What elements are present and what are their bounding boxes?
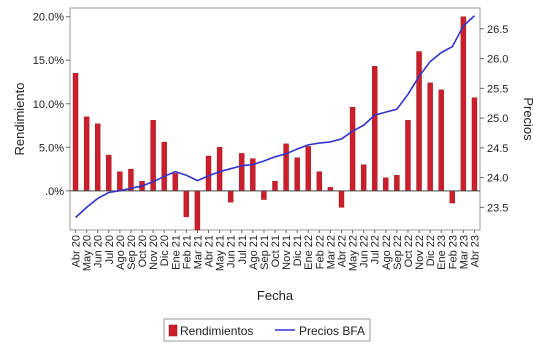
bar-rendimiento — [427, 82, 433, 192]
x-tick-label: May 20 — [82, 235, 94, 271]
x-tick-label: Abr 23 — [469, 235, 481, 267]
x-tick-label: Dic 20 — [159, 235, 171, 266]
y-right-tick-label: 26.0 — [487, 54, 508, 66]
bar-rendimiento — [239, 153, 245, 192]
bar-rendimiento — [205, 155, 212, 192]
bars-layer — [72, 16, 478, 231]
bar-rendimiento — [438, 89, 444, 192]
x-tick-label: Ago 21 — [248, 235, 260, 270]
bar-rendimiento — [316, 171, 323, 192]
x-tick-label: Dic 21 — [292, 235, 304, 266]
x-tick-label: Dic 22 — [425, 235, 437, 266]
bar-rendimiento — [471, 97, 478, 192]
bar-rendimiento — [360, 164, 367, 192]
x-tick-label: Abr 22 — [336, 235, 348, 267]
x-tick-label: Ene 23 — [436, 235, 448, 270]
x-tick-label: Mar 22 — [325, 235, 337, 269]
y-right-tick-label: 25.5 — [487, 83, 508, 95]
price-line-layer — [75, 15, 475, 219]
legend-label-precios: Precios BFA — [299, 324, 365, 338]
x-tick-label: May 21 — [215, 235, 227, 271]
x-tick-label: Sep 21 — [259, 235, 271, 270]
bar-rendimiento — [94, 123, 101, 192]
bar-rendimiento — [294, 157, 300, 192]
x-tick-label: Nov 21 — [281, 235, 293, 270]
x-tick-label: Nov 20 — [148, 235, 160, 270]
bar-rendimiento — [194, 190, 201, 231]
bar-rendimiento — [283, 143, 289, 192]
bar-rendimiento — [261, 190, 267, 200]
x-tick-label: Ago 22 — [381, 235, 393, 270]
x-tick-label: Oct 21 — [270, 235, 282, 267]
x-tick-label: Mar 23 — [458, 235, 470, 269]
x-tick-label: Oct 20 — [137, 235, 149, 267]
x-tick-label: Oct 22 — [403, 235, 415, 267]
y-left-tick-label: 10.0% — [33, 99, 64, 111]
x-axis: Abr 20 May 20 Jun 20 Jul 20 Ago 20 Sep 20 Oct … — [71, 230, 481, 271]
legend: Rendimientos Precios BFA — [163, 318, 371, 342]
x-tick-label: Jul 22 — [370, 235, 382, 264]
bar-rendimiento — [416, 51, 422, 192]
x-tick-label: Feb 21 — [181, 235, 193, 269]
y-right-tick-label: 24.5 — [487, 143, 508, 155]
x-tick-label: Sep 22 — [392, 235, 404, 270]
bar-rendimiento — [383, 177, 389, 192]
legend-label-rendimientos: Rendimientos — [180, 324, 253, 338]
x-tick-label: Abr 20 — [71, 235, 83, 267]
bar-rendimiento — [349, 107, 356, 192]
y-right-tick-label: 23.5 — [487, 202, 508, 214]
x-tick-label: Feb 23 — [447, 235, 459, 269]
bar-rendimiento — [83, 116, 90, 192]
plot-frame — [69, 7, 481, 231]
bar-rendimiento — [72, 73, 79, 192]
y-right-tick-label: 25.0 — [487, 113, 508, 125]
x-tick-label: Jun 22 — [359, 235, 371, 268]
bar-rendimiento — [405, 120, 411, 192]
bar-rendimiento — [161, 141, 167, 192]
x-tick-label: Mar 21 — [192, 235, 204, 269]
x-tick-label: Jun 20 — [93, 235, 105, 268]
bar-rendimiento — [394, 174, 400, 192]
y-left-tick-label: 15.0% — [33, 55, 64, 67]
legend-box — [163, 318, 371, 342]
y-left-axis: .0% 5.0% 10.0% 15.0% 20.0% — [33, 12, 70, 198]
x-tick-label: Ene 22 — [303, 235, 315, 270]
bar-rendimiento — [227, 190, 234, 203]
x-tick-label: Abr 21 — [204, 235, 216, 267]
x-tick-label: Jun 21 — [226, 235, 238, 268]
bar-rendimiento — [106, 154, 112, 192]
x-tick-label: Ene 21 — [170, 235, 182, 270]
bar-rendimiento — [183, 190, 190, 218]
y-axis-title: Rendimiento — [12, 83, 27, 156]
bar-rendimiento — [372, 66, 378, 192]
y-left-tick-label: 5.0% — [39, 142, 64, 154]
x-tick-label: Feb 22 — [314, 235, 326, 269]
x-tick-label: Jul 21 — [237, 235, 249, 264]
y-right-tick-label: 26.5 — [487, 24, 508, 36]
y-right-tick-label: 24.0 — [487, 173, 508, 185]
bar-rendimiento — [117, 171, 123, 192]
series-line-precios-bfa — [75, 15, 475, 219]
legend-swatch-rendimientos — [168, 324, 178, 337]
x-tick-label: Nov 22 — [414, 235, 426, 270]
bar-rendimiento — [460, 16, 467, 192]
y-right-axis: 23.5 24.0 24.5 25.0 25.5 26.0 26.5 — [480, 24, 508, 214]
bar-rendimiento — [449, 190, 455, 204]
y2-axis-title: Precios — [521, 97, 533, 141]
bar-rendimiento — [327, 187, 334, 192]
x-tick-label: May 22 — [348, 235, 360, 271]
x-tick-label: Jul 20 — [104, 235, 116, 264]
x-tick-label: Sep 20 — [126, 235, 138, 270]
y-left-tick-label: .0% — [45, 186, 64, 198]
bar-rendimiento — [272, 181, 278, 192]
y-left-tick-label: 20.0% — [33, 12, 64, 24]
bar-rendimiento — [216, 147, 223, 192]
bar-rendimiento — [305, 146, 311, 192]
x-axis-title: Fecha — [257, 288, 294, 303]
bar-rendimiento — [172, 173, 178, 192]
x-tick-label: Ago 20 — [115, 235, 127, 270]
bar-rendimiento — [338, 190, 345, 208]
